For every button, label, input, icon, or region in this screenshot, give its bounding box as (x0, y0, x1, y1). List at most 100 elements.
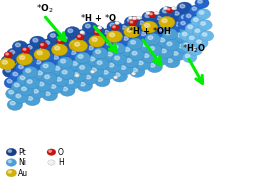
Circle shape (48, 82, 63, 94)
Circle shape (65, 27, 80, 38)
Circle shape (30, 67, 35, 71)
Circle shape (144, 54, 149, 57)
Circle shape (115, 73, 120, 77)
Circle shape (102, 60, 107, 63)
Circle shape (116, 22, 117, 23)
Circle shape (59, 34, 75, 45)
Circle shape (142, 43, 147, 46)
Circle shape (191, 47, 196, 50)
Circle shape (198, 20, 212, 30)
Circle shape (128, 55, 143, 66)
Circle shape (106, 31, 122, 43)
Circle shape (89, 26, 105, 37)
Circle shape (108, 32, 124, 43)
Circle shape (92, 38, 97, 41)
Circle shape (138, 61, 143, 65)
Circle shape (162, 9, 167, 13)
Circle shape (15, 43, 20, 47)
Circle shape (161, 35, 177, 46)
Circle shape (6, 53, 8, 55)
Circle shape (94, 59, 109, 70)
Circle shape (144, 23, 150, 27)
Circle shape (183, 12, 198, 23)
Circle shape (41, 44, 43, 46)
Circle shape (176, 42, 191, 53)
Circle shape (23, 48, 26, 50)
Circle shape (133, 68, 137, 72)
Circle shape (185, 23, 199, 34)
Circle shape (163, 7, 168, 10)
Circle shape (76, 75, 77, 76)
Circle shape (22, 87, 26, 91)
Circle shape (75, 52, 90, 64)
Circle shape (48, 160, 55, 165)
Circle shape (153, 34, 158, 38)
Circle shape (110, 43, 125, 54)
Circle shape (182, 32, 187, 36)
Circle shape (114, 76, 118, 79)
Circle shape (147, 61, 162, 73)
Circle shape (198, 0, 202, 3)
Circle shape (116, 53, 132, 64)
Circle shape (180, 24, 195, 35)
Circle shape (156, 56, 161, 60)
Circle shape (132, 18, 135, 19)
Circle shape (47, 31, 63, 43)
Circle shape (192, 27, 207, 37)
Circle shape (76, 34, 84, 40)
Circle shape (52, 45, 57, 48)
Circle shape (33, 38, 38, 42)
Circle shape (57, 77, 61, 81)
Circle shape (81, 42, 86, 46)
Circle shape (154, 45, 159, 49)
Circle shape (77, 29, 92, 40)
Circle shape (85, 24, 90, 28)
Circle shape (90, 70, 95, 73)
Circle shape (59, 48, 64, 52)
Circle shape (139, 41, 155, 52)
Circle shape (145, 14, 150, 17)
Circle shape (177, 2, 192, 13)
Circle shape (142, 12, 157, 23)
Circle shape (26, 54, 41, 66)
Circle shape (19, 65, 23, 69)
Circle shape (181, 41, 195, 52)
Circle shape (134, 28, 139, 32)
Circle shape (61, 76, 66, 80)
Circle shape (23, 64, 28, 67)
Circle shape (166, 16, 181, 28)
Circle shape (56, 46, 71, 57)
Circle shape (128, 16, 133, 19)
Circle shape (113, 45, 118, 49)
Circle shape (62, 70, 67, 74)
Circle shape (127, 19, 132, 22)
Circle shape (111, 40, 115, 44)
Circle shape (62, 36, 67, 40)
Circle shape (101, 28, 117, 40)
Circle shape (178, 13, 194, 24)
Circle shape (97, 61, 102, 64)
Circle shape (78, 55, 83, 58)
Circle shape (126, 44, 142, 55)
Circle shape (98, 78, 103, 81)
Circle shape (40, 42, 45, 46)
Circle shape (42, 53, 47, 57)
Circle shape (147, 42, 152, 45)
Circle shape (71, 70, 86, 82)
Circle shape (58, 57, 73, 68)
Circle shape (196, 9, 211, 19)
Circle shape (179, 44, 184, 48)
Circle shape (7, 48, 22, 59)
Circle shape (99, 57, 114, 69)
Circle shape (145, 33, 160, 45)
Circle shape (51, 44, 68, 56)
Circle shape (195, 0, 209, 8)
Circle shape (164, 37, 169, 40)
Circle shape (43, 64, 48, 68)
Circle shape (167, 8, 170, 10)
Circle shape (77, 63, 92, 75)
Circle shape (23, 67, 38, 78)
Circle shape (181, 35, 197, 46)
Circle shape (91, 71, 93, 72)
Circle shape (170, 30, 175, 33)
